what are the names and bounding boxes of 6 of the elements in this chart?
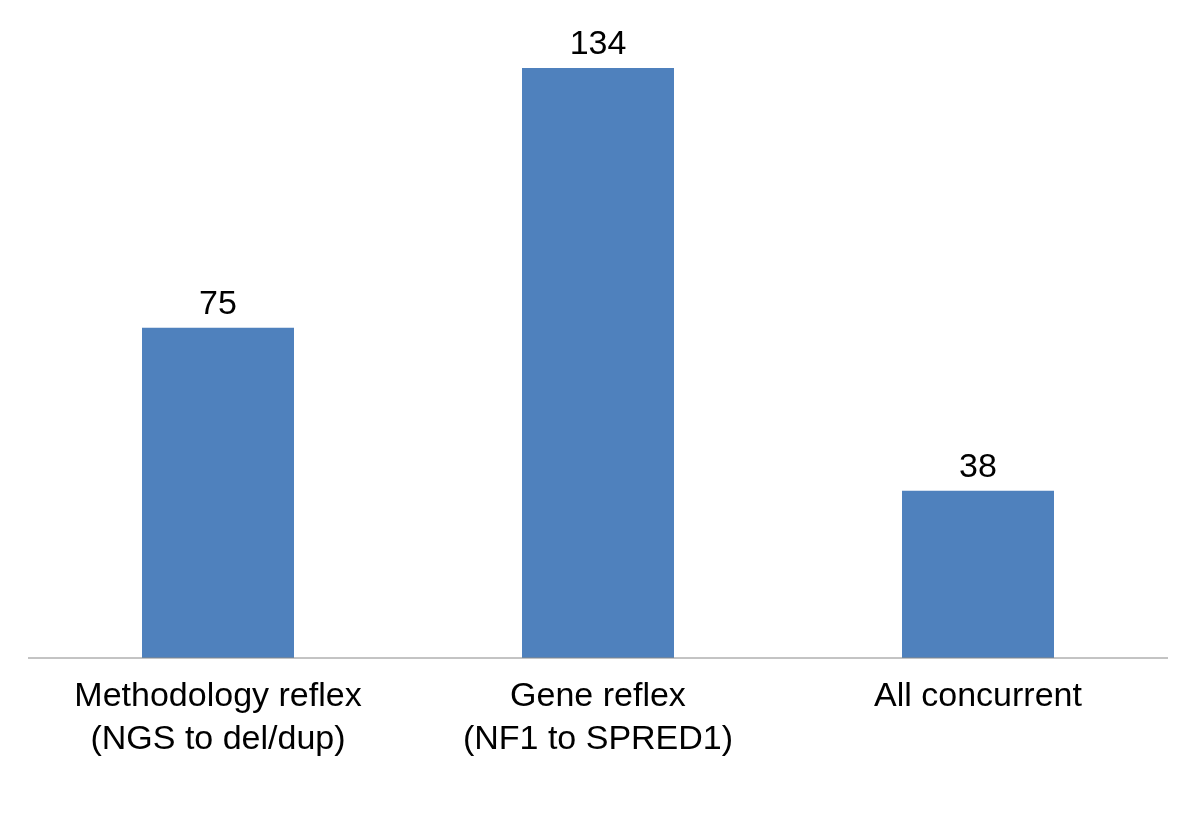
data-label: 38 — [959, 445, 997, 484]
x-tick-label: Gene reflex (NF1 to SPRED1) — [462, 675, 734, 756]
x-tick-label: All concurrent — [874, 675, 1083, 713]
x-tick-label: Methodology reflex (NGS to del/dup) — [74, 675, 362, 756]
data-label: 75 — [199, 282, 237, 321]
data-label: 134 — [569, 23, 627, 61]
